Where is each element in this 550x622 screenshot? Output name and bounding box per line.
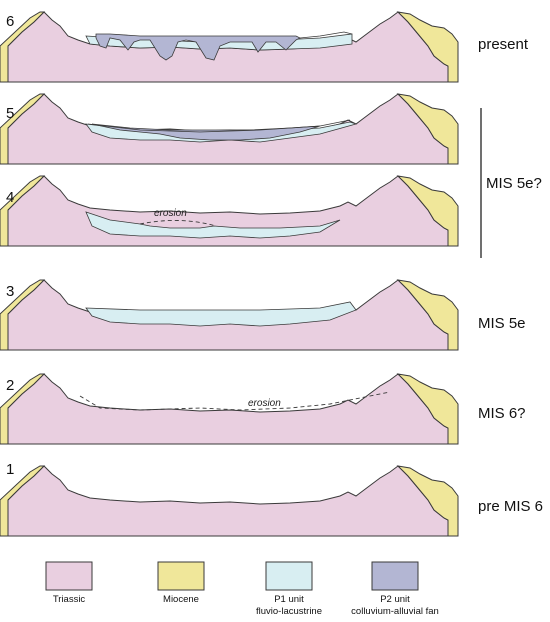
- legend: Triassic Miocene P1 unit fluvio-lacustri…: [45, 561, 439, 617]
- stage-2-panel: erosion: [0, 373, 459, 445]
- stage-label: pre MIS 6: [478, 498, 543, 515]
- triassic-layer: [7, 93, 449, 165]
- legend-label: Triassic: [53, 594, 86, 605]
- legend-swatch-miocene: [157, 561, 205, 591]
- stage-number: 5: [6, 105, 14, 122]
- stage-number: 6: [6, 13, 14, 30]
- legend-label: P2 unit: [380, 594, 410, 605]
- legend-swatch-p1: [265, 561, 313, 591]
- p1-unit-fill: [85, 301, 357, 327]
- triassic-layer: [7, 465, 449, 537]
- stage-number: 4: [6, 189, 14, 206]
- stage-4-panel: erosion: [0, 175, 459, 247]
- triassic-layer: [7, 373, 449, 445]
- legend-sublabel: fluvio-lacustrine: [256, 606, 322, 617]
- stage-6-panel: [0, 11, 459, 83]
- stage-1-panel: [0, 465, 459, 537]
- stage-number: 3: [6, 283, 14, 300]
- erosion-label: erosion: [248, 398, 281, 409]
- p1-unit-fill: [85, 211, 341, 239]
- stage-label: MIS 5e: [478, 315, 526, 332]
- bracket-label: MIS 5e?: [486, 175, 542, 192]
- stage-number: 1: [6, 461, 14, 478]
- erosion-line: [139, 219, 217, 227]
- stage-label: present: [478, 36, 529, 53]
- legend-label: Miocene: [163, 594, 199, 605]
- stage-3-panel: [0, 279, 459, 351]
- legend-label: P1 unit: [274, 594, 304, 605]
- erosion-line: [79, 391, 391, 411]
- legend-swatch-p2: [371, 561, 419, 591]
- p2-unit-fill: [95, 33, 301, 61]
- stage-number: 2: [6, 377, 14, 394]
- stage-label: MIS 6?: [478, 405, 526, 422]
- erosion-label: erosion: [154, 208, 187, 219]
- stage-5-panel: [0, 93, 459, 165]
- legend-sublabel: colluvium-alluvial fan: [351, 606, 439, 617]
- legend-swatch-triassic: [45, 561, 93, 591]
